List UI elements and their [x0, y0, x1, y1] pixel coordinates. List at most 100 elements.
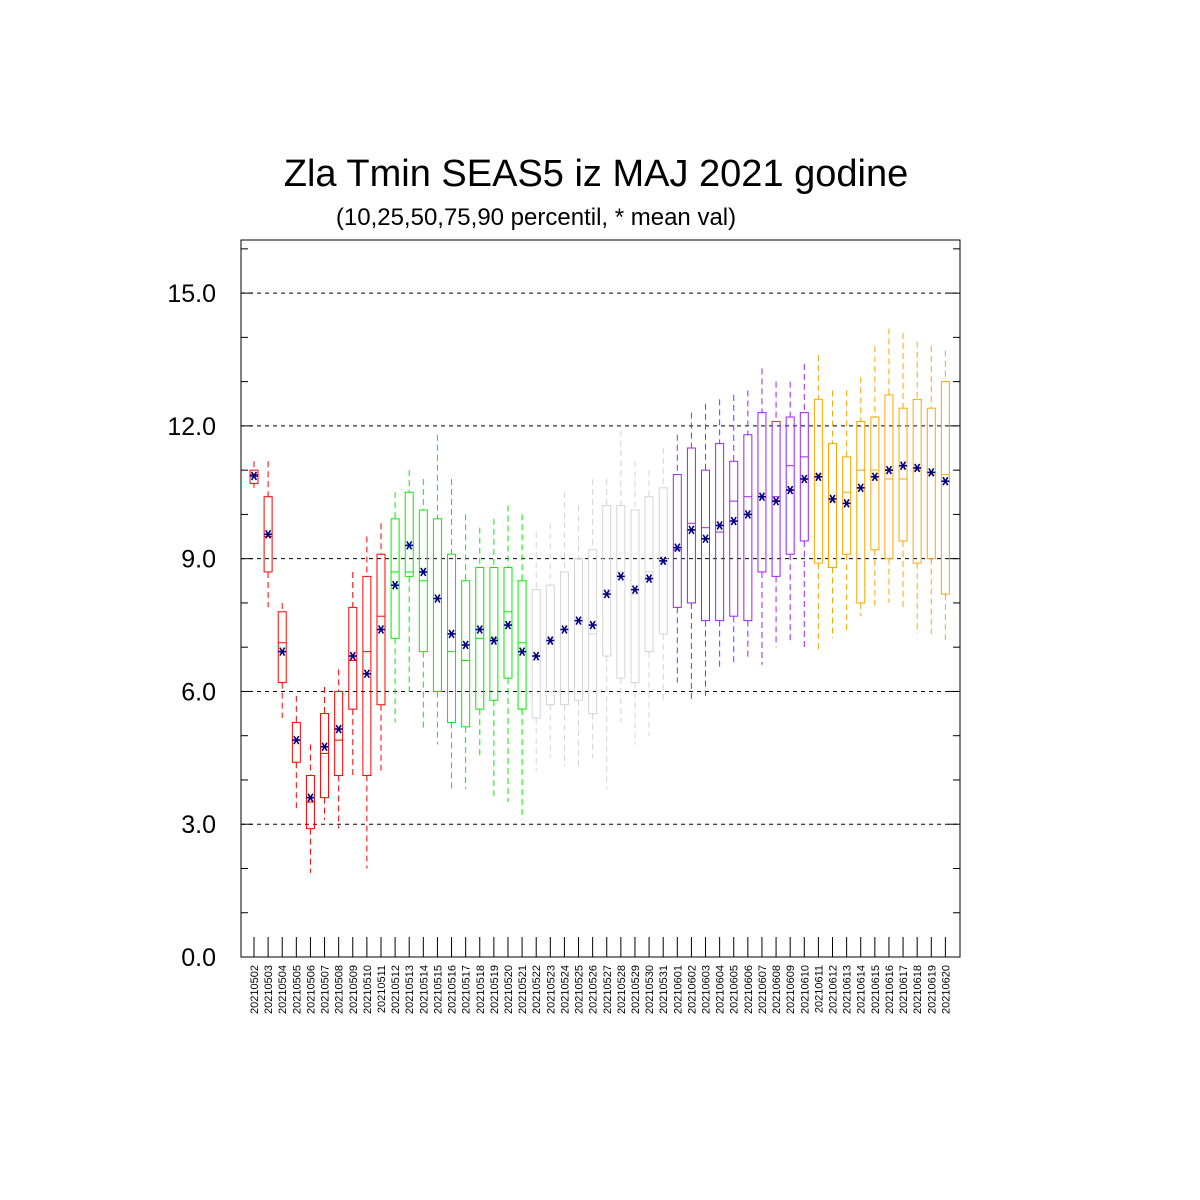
mean-marker-20210611 [814, 472, 823, 482]
mean-stroke [321, 742, 328, 752]
box-20210511 [376, 523, 386, 772]
mean-marker-20210607 [757, 492, 766, 502]
mean-marker-20210506 [306, 793, 315, 803]
iqr-box [672, 474, 682, 608]
iqr-box [531, 589, 541, 719]
box-20210614 [856, 377, 866, 617]
iqr-box [771, 420, 781, 577]
x-tick-label: 20210503 [263, 965, 275, 1014]
mean-stroke [702, 534, 709, 544]
y-tick-label: 9.0 [181, 546, 216, 574]
mean-marker-20210519 [489, 636, 498, 645]
mean-marker-20210518 [475, 625, 484, 634]
mean-marker-20210615 [870, 472, 879, 482]
mean-marker-20210503 [264, 529, 273, 539]
iqr-box [432, 518, 442, 692]
box-20210519 [489, 518, 499, 798]
iqr-box [644, 496, 654, 653]
box-20210521 [517, 514, 527, 820]
mean-marker-20210526 [588, 620, 597, 630]
box-20210604 [715, 399, 725, 670]
mean-stroke [899, 461, 907, 471]
mean-stroke [688, 525, 695, 535]
box-20210505 [291, 695, 301, 811]
box-20210611 [813, 355, 823, 652]
box-20210619 [926, 346, 936, 634]
mean-stroke [547, 636, 554, 645]
mean-stroke [885, 465, 893, 475]
mean-stroke [617, 571, 624, 581]
mean-stroke [829, 494, 836, 504]
box-20210507 [320, 687, 330, 820]
mean-stroke [674, 543, 681, 553]
x-axis: 20210502 20210503 20210504 20210505 20210506… [249, 937, 952, 1014]
mean-stroke [307, 793, 314, 803]
box-20210520 [503, 505, 513, 803]
x-tick-label: 20210527 [602, 965, 614, 1014]
iqr-box [291, 721, 301, 763]
iqr-box [602, 505, 612, 657]
x-tick-label: 20210607 [757, 965, 769, 1014]
x-tick-label: 20210610 [799, 965, 811, 1014]
x-tick-label: 20210521 [517, 965, 529, 1014]
mean-stroke [589, 620, 596, 630]
mean-stroke [434, 594, 441, 603]
x-tick-label: 20210510 [362, 965, 374, 1014]
x-tick-label: 20210517 [461, 965, 473, 1014]
mean-stroke [603, 589, 610, 599]
iqr-box [489, 567, 499, 701]
mean-stroke [533, 651, 540, 661]
x-tick-label: 20210514 [418, 965, 430, 1014]
mean-stroke [815, 472, 822, 482]
mean-stroke [519, 647, 526, 657]
iqr-box [517, 580, 527, 710]
mean-marker-20210604 [715, 521, 724, 530]
mean-marker-20210521 [518, 647, 527, 657]
x-tick-label: 20210616 [884, 965, 896, 1014]
x-tick-label: 20210609 [785, 965, 797, 1014]
iqr-box [828, 443, 838, 569]
iqr-box [447, 553, 457, 723]
mean-stroke [730, 516, 737, 526]
iqr-box [856, 420, 866, 604]
mean-stroke [279, 647, 286, 657]
mean-stroke [942, 476, 949, 486]
iqr-box [912, 398, 922, 564]
mean-stroke [928, 467, 935, 477]
box-20210509 [348, 571, 358, 776]
x-tick-label: 20210512 [390, 965, 402, 1014]
mean-stroke [265, 529, 272, 539]
mean-marker-20210619 [927, 467, 936, 477]
x-tick-label: 20210524 [559, 965, 571, 1014]
x-tick-label: 20210604 [715, 965, 727, 1014]
chart-subtitle: (10,25,50,75,90 percentil, * mean val) [336, 204, 736, 231]
chart-title: Zla Tmin SEAS5 iz MAJ 2021 godine [284, 153, 909, 195]
x-tick-label: 20210530 [644, 965, 656, 1014]
mean-stroke [392, 580, 399, 590]
box-20210523 [545, 523, 555, 758]
plot-frame [240, 239, 961, 958]
mean-stroke [575, 616, 582, 626]
x-tick-label: 20210531 [658, 965, 670, 1014]
box-20210522 [531, 532, 541, 772]
mean-marker-20210524 [560, 625, 569, 634]
mean-stroke [504, 620, 512, 630]
mean-stroke [631, 585, 639, 595]
x-tick-label: 20210605 [729, 965, 741, 1014]
x-tick-label: 20210617 [898, 965, 910, 1014]
mean-marker-20210618 [913, 463, 922, 473]
mean-stroke [914, 463, 921, 473]
mean-stroke [660, 556, 667, 566]
box-20210617 [898, 332, 908, 608]
iqr-box [362, 575, 372, 777]
box-20210605 [729, 394, 739, 665]
mean-marker-20210613 [842, 498, 851, 508]
iqr-box [743, 434, 753, 622]
mean-marker-20210525 [574, 616, 583, 626]
x-tick-label: 20210608 [771, 965, 783, 1014]
mean-stroke [772, 496, 780, 506]
mean-stroke [716, 521, 723, 530]
box-20210615 [870, 346, 880, 608]
iqr-box [334, 690, 344, 777]
mean-stroke [744, 509, 751, 519]
